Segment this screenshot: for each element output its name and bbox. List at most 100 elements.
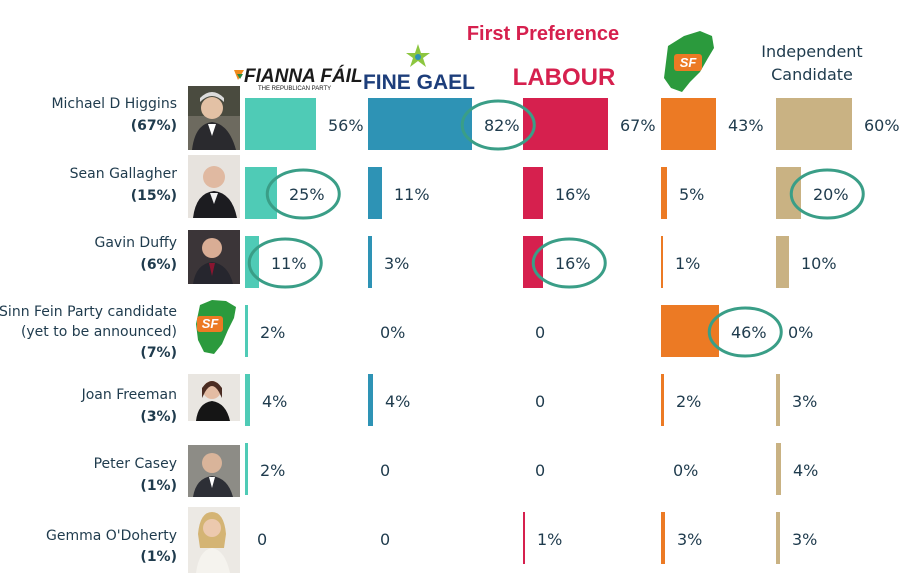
photo-odoherty: [188, 507, 240, 573]
chart-title: First Preference: [467, 23, 619, 45]
value-label-casey-labour: 0: [535, 461, 545, 480]
value-label-odoherty-fianna-fail: 0: [257, 530, 267, 549]
value-label-sinn-fein-candidate-labour: 0: [535, 323, 545, 342]
highlight-ring-duffy-fianna-fail: [247, 237, 323, 289]
candidate-name-casey: Peter Casey: [94, 456, 177, 472]
highlight-ring-sinn-fein-candidate-sinn-fein: [707, 306, 783, 358]
value-label-gallagher-sinn-fein: 5%: [679, 185, 704, 204]
highlight-ring-gallagher-independent: [789, 168, 865, 220]
value-label-odoherty-labour: 1%: [537, 530, 562, 549]
value-label-freeman-sinn-fein: 2%: [676, 392, 701, 411]
candidate-share-duffy: (6%): [140, 257, 177, 273]
bar-duffy-sinn-fein: [661, 236, 663, 288]
bars-layer: [245, 98, 852, 564]
candidate-name-odoherty: Gemma O'Doherty: [46, 528, 177, 544]
bar-duffy-independent: [776, 236, 789, 288]
fianna-fail-logo: FIANNA FÁIL THE REPUBLICAN PARTY: [234, 65, 363, 92]
candidate-share-sinn-fein: (7%): [140, 345, 177, 361]
bar-casey-independent: [776, 443, 781, 495]
bar-odoherty-independent: [776, 512, 780, 564]
value-label-sinn-fein-candidate-fine-gael: 0%: [380, 323, 405, 342]
candidate-name-sinn-fein: Sinn Fein Party candidate: [0, 304, 177, 320]
bar-odoherty-labour: [523, 512, 525, 564]
value-label-freeman-fine-gael: 4%: [385, 392, 410, 411]
photo-sinn-fein-logo: SF: [196, 300, 236, 354]
value-label-odoherty-independent: 3%: [792, 530, 817, 549]
photo-freeman: [188, 374, 240, 421]
candidate-labels: Michael D Higgins (67%) Sean Gallagher (…: [0, 96, 177, 565]
bar-gallagher-fine-gael: [368, 167, 382, 219]
bar-higgins-fianna-fail: [245, 98, 316, 150]
value-label-duffy-sinn-fein: 1%: [675, 254, 700, 273]
candidate-name-sinn-fein-2: (yet to be announced): [21, 324, 177, 340]
value-label-gallagher-fine-gael: 11%: [394, 185, 430, 204]
labour-name: LABOUR: [513, 64, 616, 91]
candidate-share-casey: (1%): [140, 478, 177, 494]
bar-gallagher-independent: [776, 167, 801, 219]
candidate-share-freeman: (3%): [140, 409, 177, 425]
value-label-duffy-independent: 10%: [801, 254, 837, 273]
bar-odoherty-sinn-fein: [661, 512, 665, 564]
candidate-share-gallagher: (15%): [131, 188, 177, 204]
bar-higgins-independent: [776, 98, 852, 150]
value-label-higgins-labour: 67%: [620, 116, 656, 135]
highlight-ring-duffy-labour: [531, 237, 607, 289]
sf-photo-text: SF: [202, 316, 220, 331]
value-label-duffy-fine-gael: 3%: [384, 254, 409, 273]
candidate-name-duffy: Gavin Duffy: [94, 235, 177, 251]
bar-gallagher-sinn-fein: [661, 167, 667, 219]
candidate-name-gallagher: Sean Gallagher: [70, 166, 178, 182]
value-label-sinn-fein-candidate-fianna-fail: 2%: [260, 323, 285, 342]
fianna-fail-name: FIANNA FÁIL: [244, 65, 363, 87]
bar-freeman-fianna-fail: [245, 374, 250, 426]
value-label-sinn-fein-candidate-independent: 0%: [788, 323, 813, 342]
candidate-share-higgins: (67%): [131, 118, 177, 134]
value-label-sinn-fein-candidate-sinn-fein: 46%: [731, 323, 767, 342]
bar-freeman-sinn-fein: [661, 374, 664, 426]
highlight-rings-layer: [247, 99, 865, 358]
value-label-casey-fianna-fail: 2%: [260, 461, 285, 480]
bar-casey-fianna-fail: [245, 443, 248, 495]
value-label-freeman-independent: 3%: [792, 392, 817, 411]
independent-header: Independent Candidate: [761, 42, 862, 84]
candidate-name-higgins: Michael D Higgins: [51, 96, 177, 112]
value-label-casey-fine-gael: 0: [380, 461, 390, 480]
highlight-ring-higgins-fine-gael: [460, 99, 536, 151]
value-label-freeman-labour: 0: [535, 392, 545, 411]
bar-freeman-independent: [776, 374, 780, 426]
independent-line-2: Candidate: [771, 65, 853, 84]
sinn-fein-name: SF: [680, 55, 698, 70]
value-label-higgins-independent: 60%: [864, 116, 900, 135]
bar-duffy-fine-gael: [368, 236, 372, 288]
value-label-duffy-fianna-fail: 11%: [271, 254, 307, 273]
value-label-gallagher-fianna-fail: 25%: [289, 185, 325, 204]
photo-casey: [188, 445, 240, 497]
bar-gallagher-labour: [523, 167, 543, 219]
value-label-freeman-fianna-fail: 4%: [262, 392, 287, 411]
value-label-duffy-labour: 16%: [555, 254, 591, 273]
photo-higgins: [188, 86, 240, 150]
value-label-higgins-sinn-fein: 43%: [728, 116, 764, 135]
value-label-higgins-fine-gael: 82%: [484, 116, 520, 135]
value-label-odoherty-sinn-fein: 3%: [677, 530, 702, 549]
bar-gallagher-fianna-fail: [245, 167, 277, 219]
highlight-ring-gallagher-fianna-fail: [265, 168, 341, 220]
independent-line-1: Independent: [761, 42, 862, 61]
value-label-casey-independent: 4%: [793, 461, 818, 480]
photo-duffy: [188, 230, 240, 284]
labour-logo: LABOUR: [513, 64, 616, 91]
value-label-odoherty-fine-gael: 0: [380, 530, 390, 549]
bar-sinn-fein-candidate-fianna-fail: [245, 305, 248, 357]
photo-gallagher: [188, 155, 240, 218]
value-label-gallagher-labour: 16%: [555, 185, 591, 204]
value-labels-layer: 56% 82% 67% 43% 60% 25% 11% 16% 5% 20% 11% 3% 16% 1% 1…: [257, 116, 900, 549]
bar-higgins-labour: [523, 98, 608, 150]
bar-duffy-fianna-fail: [245, 236, 259, 288]
candidate-name-freeman: Joan Freeman: [81, 387, 177, 403]
fine-gael-logo: FINE GAEL: [363, 44, 475, 94]
bar-higgins-sinn-fein: [661, 98, 716, 150]
bar-higgins-fine-gael: [368, 98, 472, 150]
sinn-fein-logo: SF: [664, 31, 714, 92]
fianna-fail-subtitle: THE REPUBLICAN PARTY: [258, 86, 331, 92]
